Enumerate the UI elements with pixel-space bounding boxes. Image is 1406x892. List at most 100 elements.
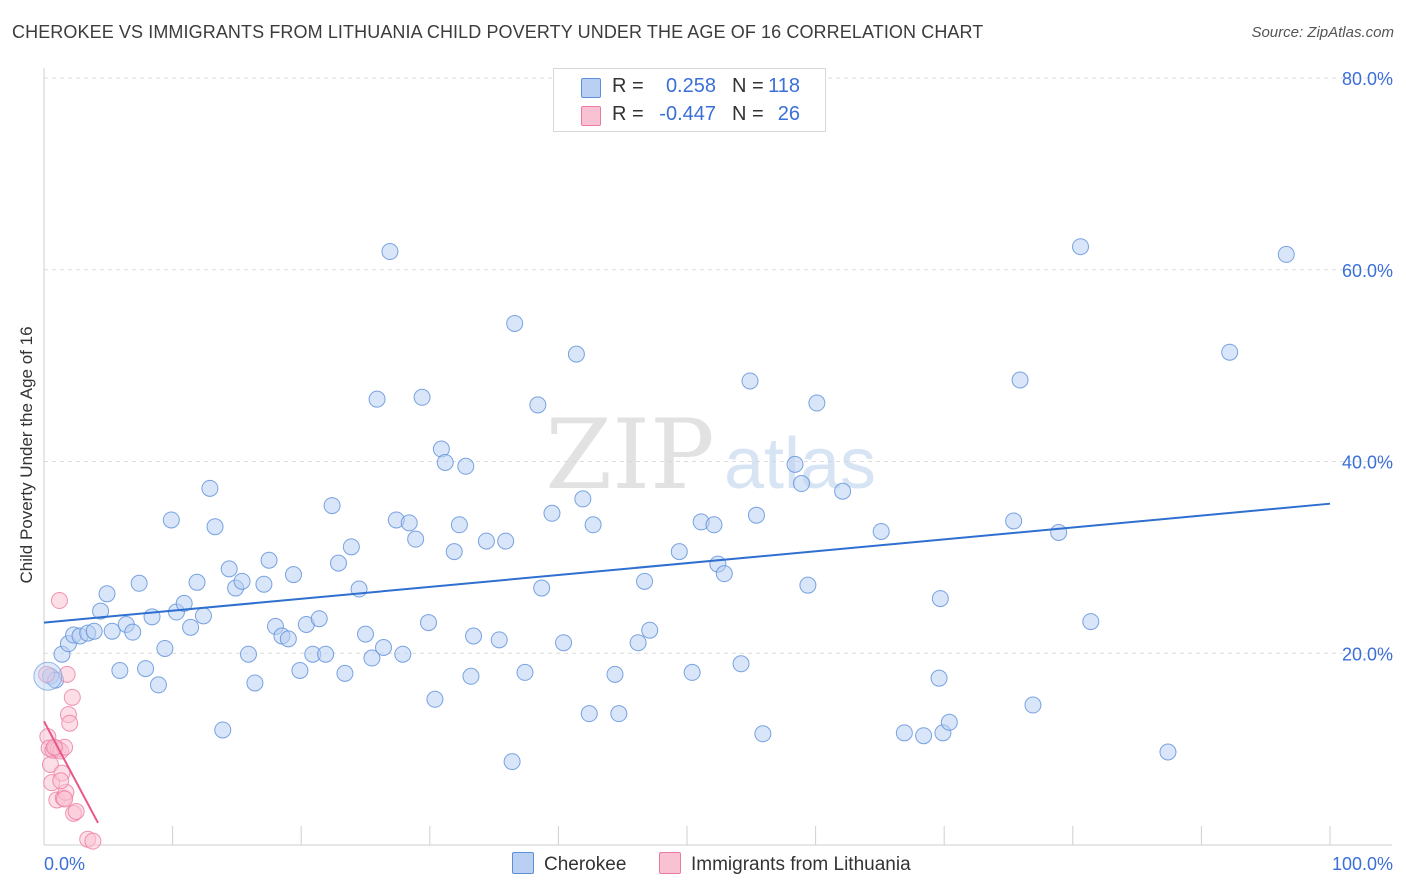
- point-cherokee: [239, 645, 257, 663]
- point-lithuania: [63, 688, 81, 706]
- stats-row-lithuania: R = -0.447 N = 26: [554, 100, 825, 128]
- point-cherokee: [375, 638, 393, 656]
- point-cherokee: [284, 566, 302, 584]
- point-cherokee: [808, 394, 826, 412]
- swatch-lithuania: [581, 106, 601, 126]
- point-cherokee: [130, 574, 148, 592]
- point-cherokee: [124, 623, 142, 641]
- watermark: ZIP atlas: [545, 399, 876, 511]
- r-value: 0.258: [665, 75, 716, 97]
- stats-row-cherokee: R = 0.258 N = 118: [554, 72, 825, 100]
- point-cherokee: [629, 634, 647, 652]
- point-cherokee: [260, 551, 278, 569]
- legend-swatch-lithuania: [659, 852, 681, 874]
- point-cherokee: [497, 532, 515, 550]
- n-value: 26: [777, 103, 800, 125]
- point-cherokee: [342, 538, 360, 556]
- point-cherokee: [799, 576, 817, 594]
- chart-title: CHEROKEE VS IMMIGRANTS FROM LITHUANIA CH…: [12, 22, 984, 42]
- n-label: N =: [732, 103, 764, 125]
- point-cherokee: [357, 625, 374, 643]
- point-cherokee: [436, 453, 454, 471]
- legend-item-cherokee: Cherokee: [512, 852, 626, 876]
- point-cherokee: [1011, 371, 1029, 389]
- point-cherokee: [137, 660, 155, 678]
- point-cherokee: [220, 560, 238, 578]
- point-cherokee: [317, 645, 335, 663]
- point-cherokee: [930, 669, 948, 687]
- point-cherokee: [555, 634, 573, 652]
- point-cherokee: [279, 630, 297, 648]
- point-lithuania: [38, 665, 56, 683]
- point-cherokee: [201, 479, 219, 497]
- point-cherokee: [503, 753, 521, 771]
- point-cherokee: [462, 667, 480, 685]
- point-cherokee: [214, 721, 232, 739]
- point-cherokee: [533, 579, 551, 597]
- point-lithuania: [56, 790, 74, 808]
- point-cherokee: [381, 243, 399, 261]
- point-cherokee: [670, 543, 688, 561]
- point-cherokee: [400, 514, 418, 532]
- point-cherokee: [1159, 743, 1177, 761]
- point-cherokee: [715, 565, 733, 583]
- point-cherokee: [732, 655, 750, 673]
- point-cherokee: [636, 572, 654, 590]
- point-cherokee: [291, 662, 309, 680]
- point-cherokee: [394, 645, 412, 663]
- trend-lines: [43, 502, 1331, 824]
- point-cherokee: [529, 396, 547, 414]
- point-lithuania: [52, 772, 70, 790]
- point-cherokee: [413, 388, 431, 406]
- point-cherokee: [420, 614, 438, 632]
- point-cherokee: [246, 674, 264, 692]
- point-cherokee: [368, 390, 386, 408]
- point-cherokee: [931, 590, 949, 608]
- point-cherokee: [683, 663, 701, 681]
- point-cherokee: [915, 727, 933, 745]
- point-cherokee: [1024, 696, 1042, 714]
- point-cherokee: [705, 516, 723, 534]
- point-cherokee: [1082, 613, 1100, 631]
- r-value: -0.447: [659, 103, 716, 125]
- point-cherokee: [754, 725, 772, 743]
- point-cherokee: [940, 713, 958, 731]
- point-cherokee: [1050, 523, 1068, 541]
- point-cherokee: [188, 573, 206, 591]
- n-label: N =: [732, 75, 764, 97]
- point-cherokee: [323, 497, 341, 515]
- point-cherokee: [329, 554, 347, 572]
- legend-label: Immigrants from Lithuania: [691, 854, 911, 875]
- point-cherokee: [111, 662, 129, 680]
- point-lithuania: [50, 592, 68, 610]
- point-cherokee: [426, 690, 444, 708]
- point-cherokee: [1005, 512, 1023, 530]
- y-tick-label: 40.0%: [1342, 453, 1393, 473]
- trend-line-cherokee: [43, 502, 1331, 624]
- y-axis-label: Child Poverty Under the Age of 16: [17, 326, 36, 584]
- point-cherokee: [255, 575, 273, 593]
- point-lithuania: [58, 665, 76, 683]
- tick-labels: 20.0% 40.0% 60.0% 80.0% 0.0% 100.0%: [44, 69, 1393, 874]
- correlation-stats-box: R = 0.258 N = 118 R = -0.447 N = 26: [553, 68, 826, 132]
- point-cherokee: [895, 724, 913, 742]
- point-cherokee: [457, 457, 475, 475]
- point-cherokee: [1072, 238, 1090, 256]
- point-lithuania: [67, 802, 85, 820]
- point-cherokee: [98, 585, 116, 603]
- x-tick-label: 100.0%: [1332, 854, 1393, 874]
- point-cherokee: [194, 607, 212, 625]
- point-cherokee: [516, 663, 534, 681]
- y-tick-label: 80.0%: [1342, 69, 1393, 89]
- n-value: 118: [768, 75, 800, 97]
- point-cherokee: [33, 661, 63, 691]
- point-cherokee: [641, 621, 659, 639]
- point-cherokee: [477, 532, 495, 550]
- point-cherokee: [792, 475, 810, 493]
- point-cherokee: [567, 345, 585, 363]
- x-tick-label: 0.0%: [44, 854, 85, 874]
- point-cherokee: [182, 618, 200, 636]
- point-cherokee: [834, 482, 852, 500]
- point-cherokee: [445, 543, 463, 561]
